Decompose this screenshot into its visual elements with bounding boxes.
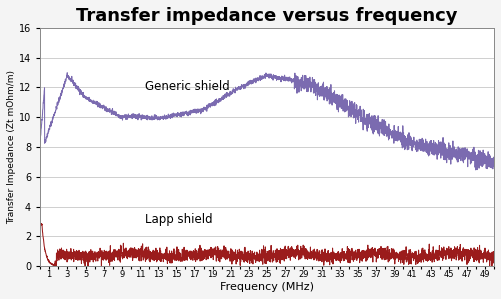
X-axis label: Frequency (MHz): Frequency (MHz) [220, 282, 314, 292]
Text: Generic shield: Generic shield [144, 80, 229, 93]
Y-axis label: Transfer Impedance (Zt mOhm/m): Transfer Impedance (Zt mOhm/m) [7, 70, 16, 224]
Title: Transfer impedance versus frequency: Transfer impedance versus frequency [76, 7, 458, 25]
Text: Lapp shield: Lapp shield [144, 213, 212, 226]
